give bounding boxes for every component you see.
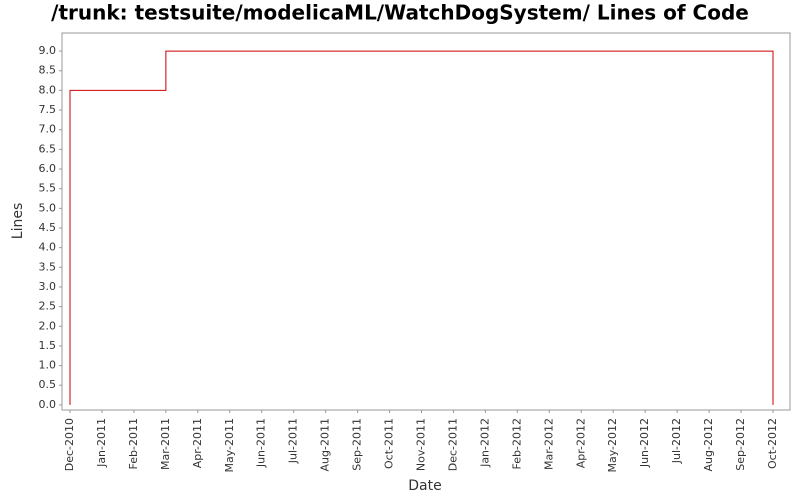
y-tick-label: 4.0: [39, 241, 57, 254]
y-tick-label: 0.5: [39, 378, 57, 391]
x-tick-label: Apr-2011: [191, 418, 204, 468]
y-tick-label: 2.5: [39, 300, 57, 313]
y-tick-label: 1.5: [39, 339, 57, 352]
y-tick-label: 2.0: [39, 319, 57, 332]
x-tick-label: Dec-2010: [63, 418, 76, 471]
x-tick-label: Nov-2011: [415, 418, 428, 471]
x-tick-label: Oct-2011: [383, 418, 396, 469]
chart-title: /trunk: testsuite/modelicaML/WatchDogSys…: [51, 1, 749, 25]
x-tick-label: Mar-2011: [159, 418, 172, 470]
plot-area: [61, 32, 791, 411]
y-tick-label: 3.5: [39, 260, 57, 273]
x-tick-label: Feb-2012: [510, 418, 523, 469]
x-tick-label: May-2011: [223, 418, 236, 473]
y-tick-label: 7.5: [39, 103, 57, 116]
y-tick-label: 7.0: [39, 123, 57, 136]
x-tick-label: Jun-2012: [638, 418, 651, 468]
y-tick-label: 5.0: [39, 201, 57, 214]
y-axis-title: Lines: [10, 203, 26, 239]
y-tick-label: 8.5: [39, 64, 57, 77]
x-tick-label: Oct-2012: [766, 418, 779, 469]
x-axis-title: Date: [408, 478, 441, 494]
y-tick-label: 6.0: [39, 162, 57, 175]
x-tick-label: Sep-2012: [734, 418, 747, 471]
y-tick-label: 9.0: [39, 44, 57, 57]
x-tick-label: Apr-2012: [574, 418, 587, 468]
x-tick-label: Sep-2011: [351, 418, 364, 471]
y-tick-label: 8.0: [39, 83, 57, 96]
x-tick-label: Jan-2011: [95, 418, 108, 468]
x-tick-label: Jul-2012: [670, 418, 683, 464]
x-tick-label: Aug-2012: [702, 418, 715, 471]
x-tick-label: Jan-2012: [478, 418, 491, 468]
y-tick-label: 1.0: [39, 359, 57, 372]
y-tick-label: 5.5: [39, 182, 57, 195]
x-tick-label: Mar-2012: [542, 418, 555, 470]
y-tick-label: 4.5: [39, 221, 57, 234]
series-line: [69, 50, 774, 405]
x-tick-label: Dec-2011: [446, 418, 459, 471]
x-tick-label: Aug-2011: [319, 418, 332, 471]
y-tick-label: 3.0: [39, 280, 57, 293]
x-tick-label: Jun-2011: [255, 418, 268, 468]
y-tick-label: 0.0: [39, 398, 57, 411]
x-tick-label: Jul-2011: [287, 418, 300, 464]
x-tick-label: May-2012: [606, 418, 619, 473]
y-tick-label: 6.5: [39, 142, 57, 155]
x-tick-label: Feb-2011: [127, 418, 140, 469]
